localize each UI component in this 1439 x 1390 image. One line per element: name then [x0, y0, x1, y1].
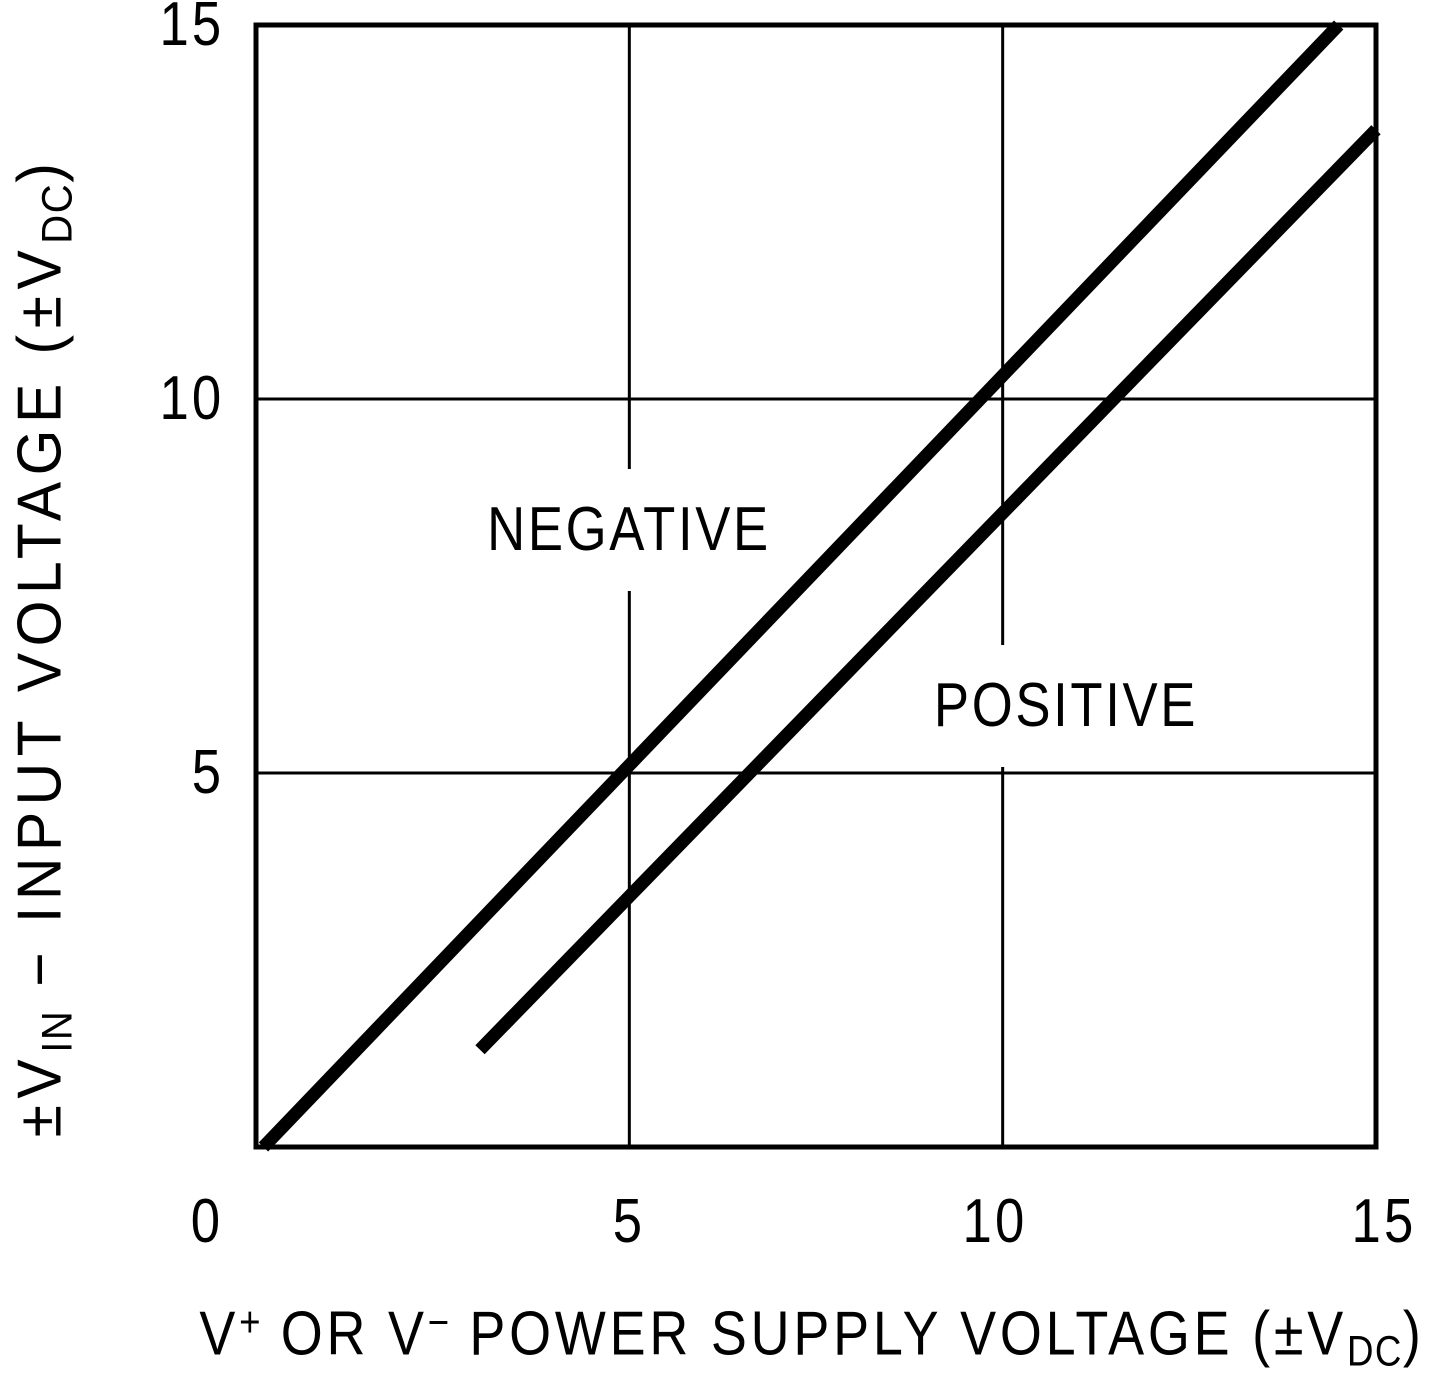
region-label-negative: NEGATIVE — [475, 468, 784, 591]
y-axis-title-segment: − INPUT VOLTAGE (±V — [5, 243, 75, 1010]
x-axis-title-segment: ) — [1402, 1299, 1425, 1369]
x-axis-title-segment: OR V — [262, 1299, 428, 1369]
y-tick-label-5: 5 — [191, 738, 224, 807]
y-axis-title-segment: ) — [5, 156, 75, 183]
series-line-negative — [258, 20, 1344, 1152]
x-tick-label-0: 0 — [190, 1187, 224, 1256]
x-tick-label-10: 10 — [962, 1187, 1028, 1256]
x-axis-title-segment: POWER SUPPLY VOLTAGE (±V — [450, 1299, 1347, 1369]
region-label-positive: POSITIVE — [922, 644, 1211, 767]
series-line-positive — [475, 125, 1381, 1055]
plot-frame — [253, 22, 1379, 1150]
x-axis-title: V+ OR V− POWER SUPPLY VOLTAGE (±VDC) — [199, 1298, 1425, 1375]
x-axis-title-superscript-plus: + — [239, 1298, 263, 1346]
y-axis-title: ±VIN − INPUT VOLTAGE (±VDC) — [5, 157, 81, 1138]
y-tick-label-10: 10 — [159, 364, 224, 433]
y-axis-title-subscript-dc: DC — [33, 182, 81, 244]
x-tick-label-5: 5 — [613, 1187, 646, 1256]
y-tick-label-15: 15 — [159, 0, 224, 59]
x-axis-title-segment: V — [199, 1299, 240, 1369]
x-tick-label-15: 15 — [1351, 1187, 1417, 1256]
y-axis-title-segment: ±V — [5, 1052, 75, 1138]
x-axis-title-superscript-minus: − — [427, 1298, 451, 1346]
y-axis-title-subscript-in: IN — [33, 1009, 81, 1053]
x-axis-title-subscript-dc: DC — [1346, 1327, 1403, 1375]
